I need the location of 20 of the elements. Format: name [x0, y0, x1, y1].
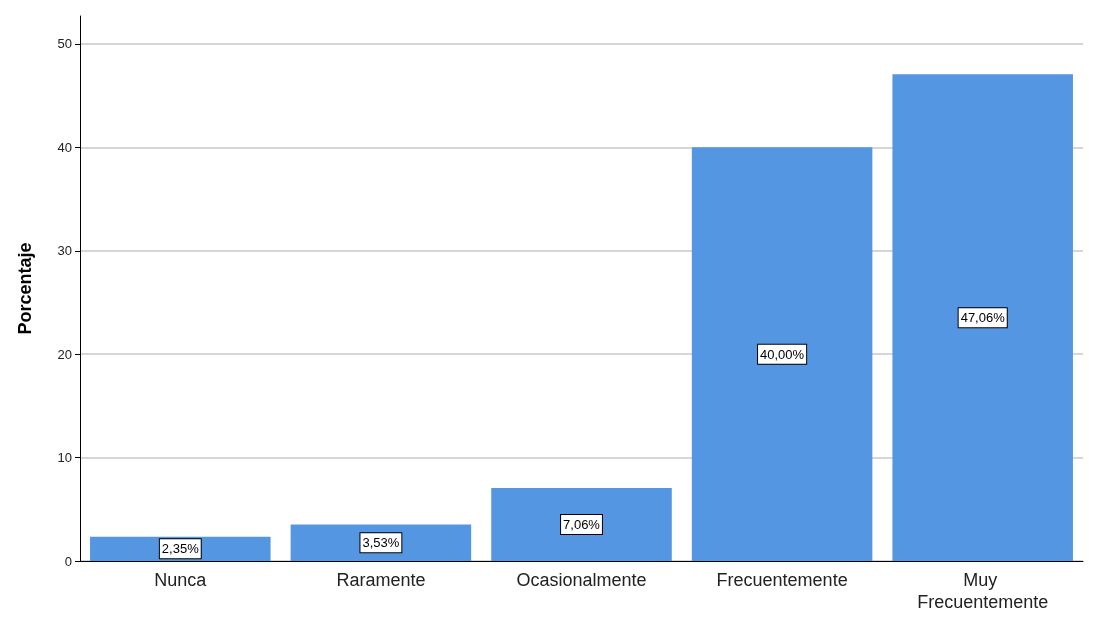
y-tick-label: 30: [57, 243, 72, 259]
bar: [691, 147, 873, 561]
y-tick-label: 0: [64, 553, 72, 569]
x-tick-label: Muy Frecuentemente: [917, 570, 1049, 612]
y-tick-label: 40: [57, 139, 72, 155]
x-tick-label: Raramente: [336, 570, 426, 590]
y-tick-label: 20: [57, 346, 72, 362]
bar: [491, 487, 672, 561]
y-axis-title: Porcentaje: [15, 242, 35, 335]
data-label: 40,00%: [760, 346, 805, 362]
x-tick-label: Ocasionalmente: [516, 570, 647, 590]
x-tick-label: Nunca: [154, 570, 208, 590]
data-label: 47,06%: [960, 310, 1006, 326]
data-label: 7,06%: [563, 516, 601, 532]
y-tick-label: 50: [57, 36, 72, 52]
y-tick-label: 10: [57, 450, 72, 466]
bar: [892, 74, 1073, 561]
x-tick-label: Frecuentemente: [716, 570, 848, 590]
data-label: 3,53%: [362, 535, 400, 551]
data-label: 2,35%: [161, 541, 200, 557]
